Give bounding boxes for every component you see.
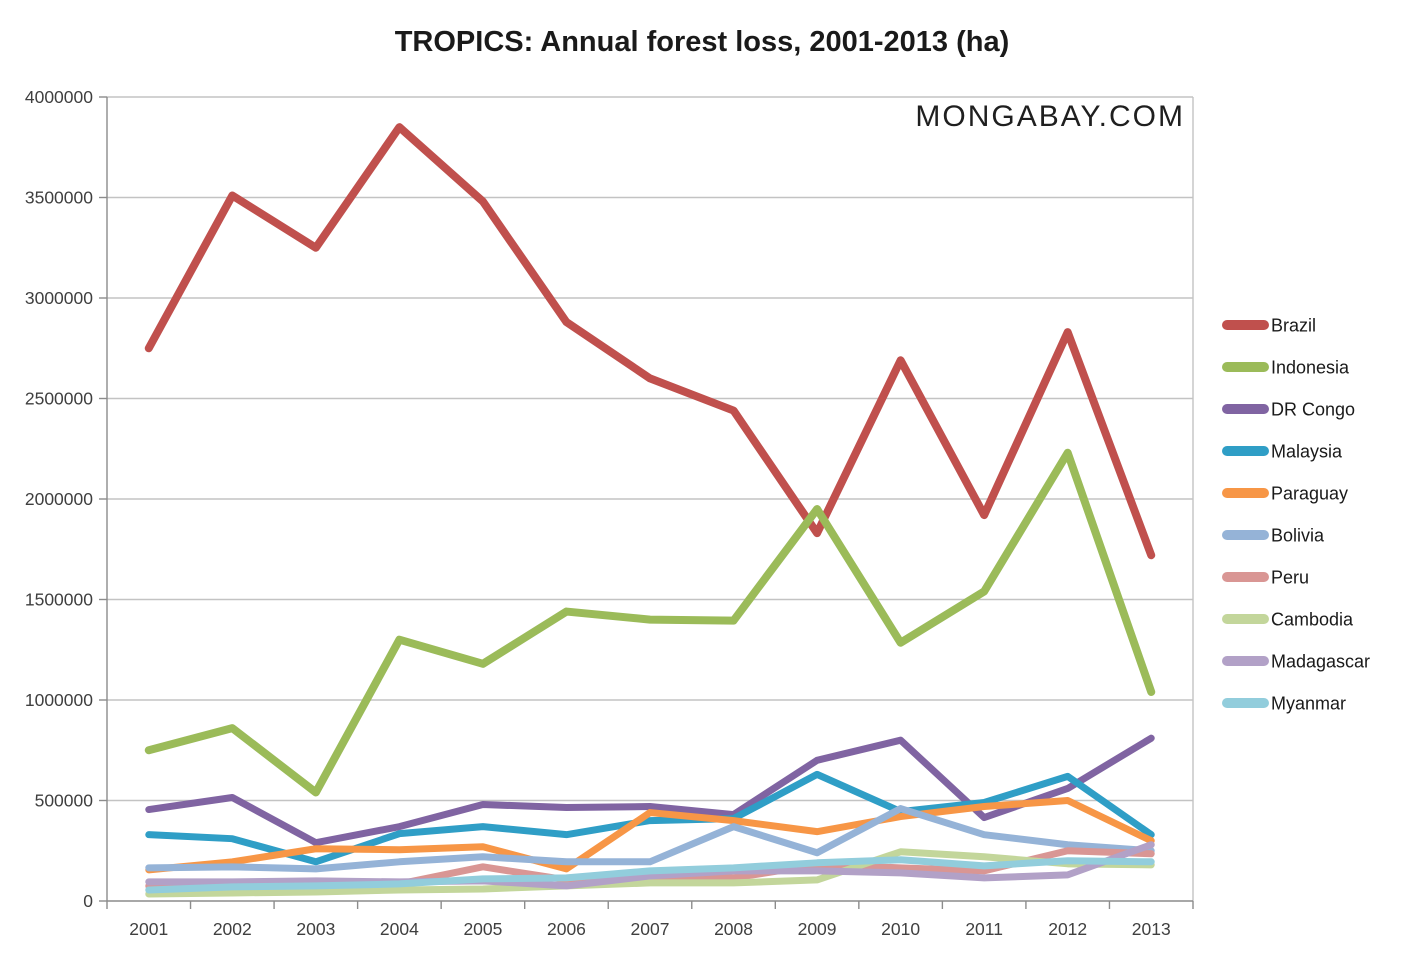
series-line-bolivia	[145, 805, 1155, 873]
legend-label: Bolivia	[1271, 526, 1325, 546]
legend-swatch	[1222, 446, 1269, 456]
x-axis-label: 2013	[1132, 919, 1171, 939]
x-axis-label: 2004	[380, 919, 419, 939]
x-axis-label: 2002	[213, 919, 252, 939]
legend-item-dr-congo: DR Congo	[1222, 400, 1355, 420]
legend-item-brazil: Brazil	[1222, 316, 1316, 336]
legend-swatch	[1222, 614, 1269, 624]
series-line-cambodia	[145, 848, 1155, 898]
legend-label: Peru	[1271, 568, 1309, 588]
legend-item-malaysia: Malaysia	[1222, 442, 1343, 462]
y-axis-label: 3000000	[25, 288, 93, 308]
legend-swatch	[1222, 320, 1269, 330]
y-axis-label: 1000000	[25, 690, 93, 710]
series-line-madagascar	[145, 841, 1155, 890]
legend-label: Indonesia	[1271, 358, 1350, 378]
x-axis-label: 2008	[714, 919, 753, 939]
y-axis-label: 0	[83, 891, 93, 911]
x-axis-label: 2005	[463, 919, 502, 939]
legend-swatch	[1222, 488, 1269, 498]
series-line-myanmar	[145, 856, 1155, 894]
y-axis-label: 3500000	[25, 188, 93, 208]
legend-item-indonesia: Indonesia	[1222, 358, 1350, 378]
y-axis-label: 2000000	[25, 489, 93, 509]
x-axis-label: 2003	[296, 919, 335, 939]
chart-title: TROPICS: Annual forest loss, 2001-2013 (…	[394, 26, 1010, 58]
y-axis-label: 1500000	[25, 590, 93, 610]
legend-label: Myanmar	[1271, 694, 1346, 714]
series-line-malaysia	[145, 770, 1155, 866]
x-axis-label: 2011	[965, 919, 1003, 939]
legend-label: Malaysia	[1271, 442, 1343, 462]
legend-swatch	[1222, 404, 1269, 414]
y-axis-label: 4000000	[25, 87, 93, 107]
legend-swatch	[1222, 656, 1269, 666]
watermark-text: MONGABAY.COM	[915, 100, 1185, 133]
x-axis-label: 2001	[129, 919, 168, 939]
series-line-brazil	[144, 123, 1156, 560]
legend-label: Madagascar	[1271, 652, 1370, 672]
series-line-paraguay	[145, 797, 1155, 874]
x-axis-label: 2012	[1048, 919, 1087, 939]
legend-label: Paraguay	[1271, 484, 1348, 504]
y-axis-label: 500000	[35, 791, 94, 811]
legend-item-bolivia: Bolivia	[1222, 526, 1325, 546]
legend-swatch	[1222, 698, 1269, 708]
legend-item-madagascar: Madagascar	[1222, 652, 1370, 672]
y-axis-label: 2500000	[25, 389, 93, 409]
legend-label: Cambodia	[1271, 610, 1354, 630]
legend-item-cambodia: Cambodia	[1222, 610, 1354, 630]
x-axis-label: 2009	[798, 919, 837, 939]
legend-swatch	[1222, 362, 1269, 372]
x-axis-label: 2007	[631, 919, 670, 939]
legend-label: DR Congo	[1271, 400, 1355, 420]
legend-swatch	[1222, 530, 1269, 540]
x-axis-label: 2010	[881, 919, 920, 939]
legend-item-paraguay: Paraguay	[1222, 484, 1348, 504]
series-line-indonesia	[144, 448, 1156, 797]
legend-label: Brazil	[1271, 316, 1316, 336]
legend-item-myanmar: Myanmar	[1222, 694, 1346, 714]
x-axis-label: 2006	[547, 919, 586, 939]
legend-item-peru: Peru	[1222, 568, 1309, 588]
legend-swatch	[1222, 572, 1269, 582]
series-line-dr-congo	[145, 734, 1155, 847]
